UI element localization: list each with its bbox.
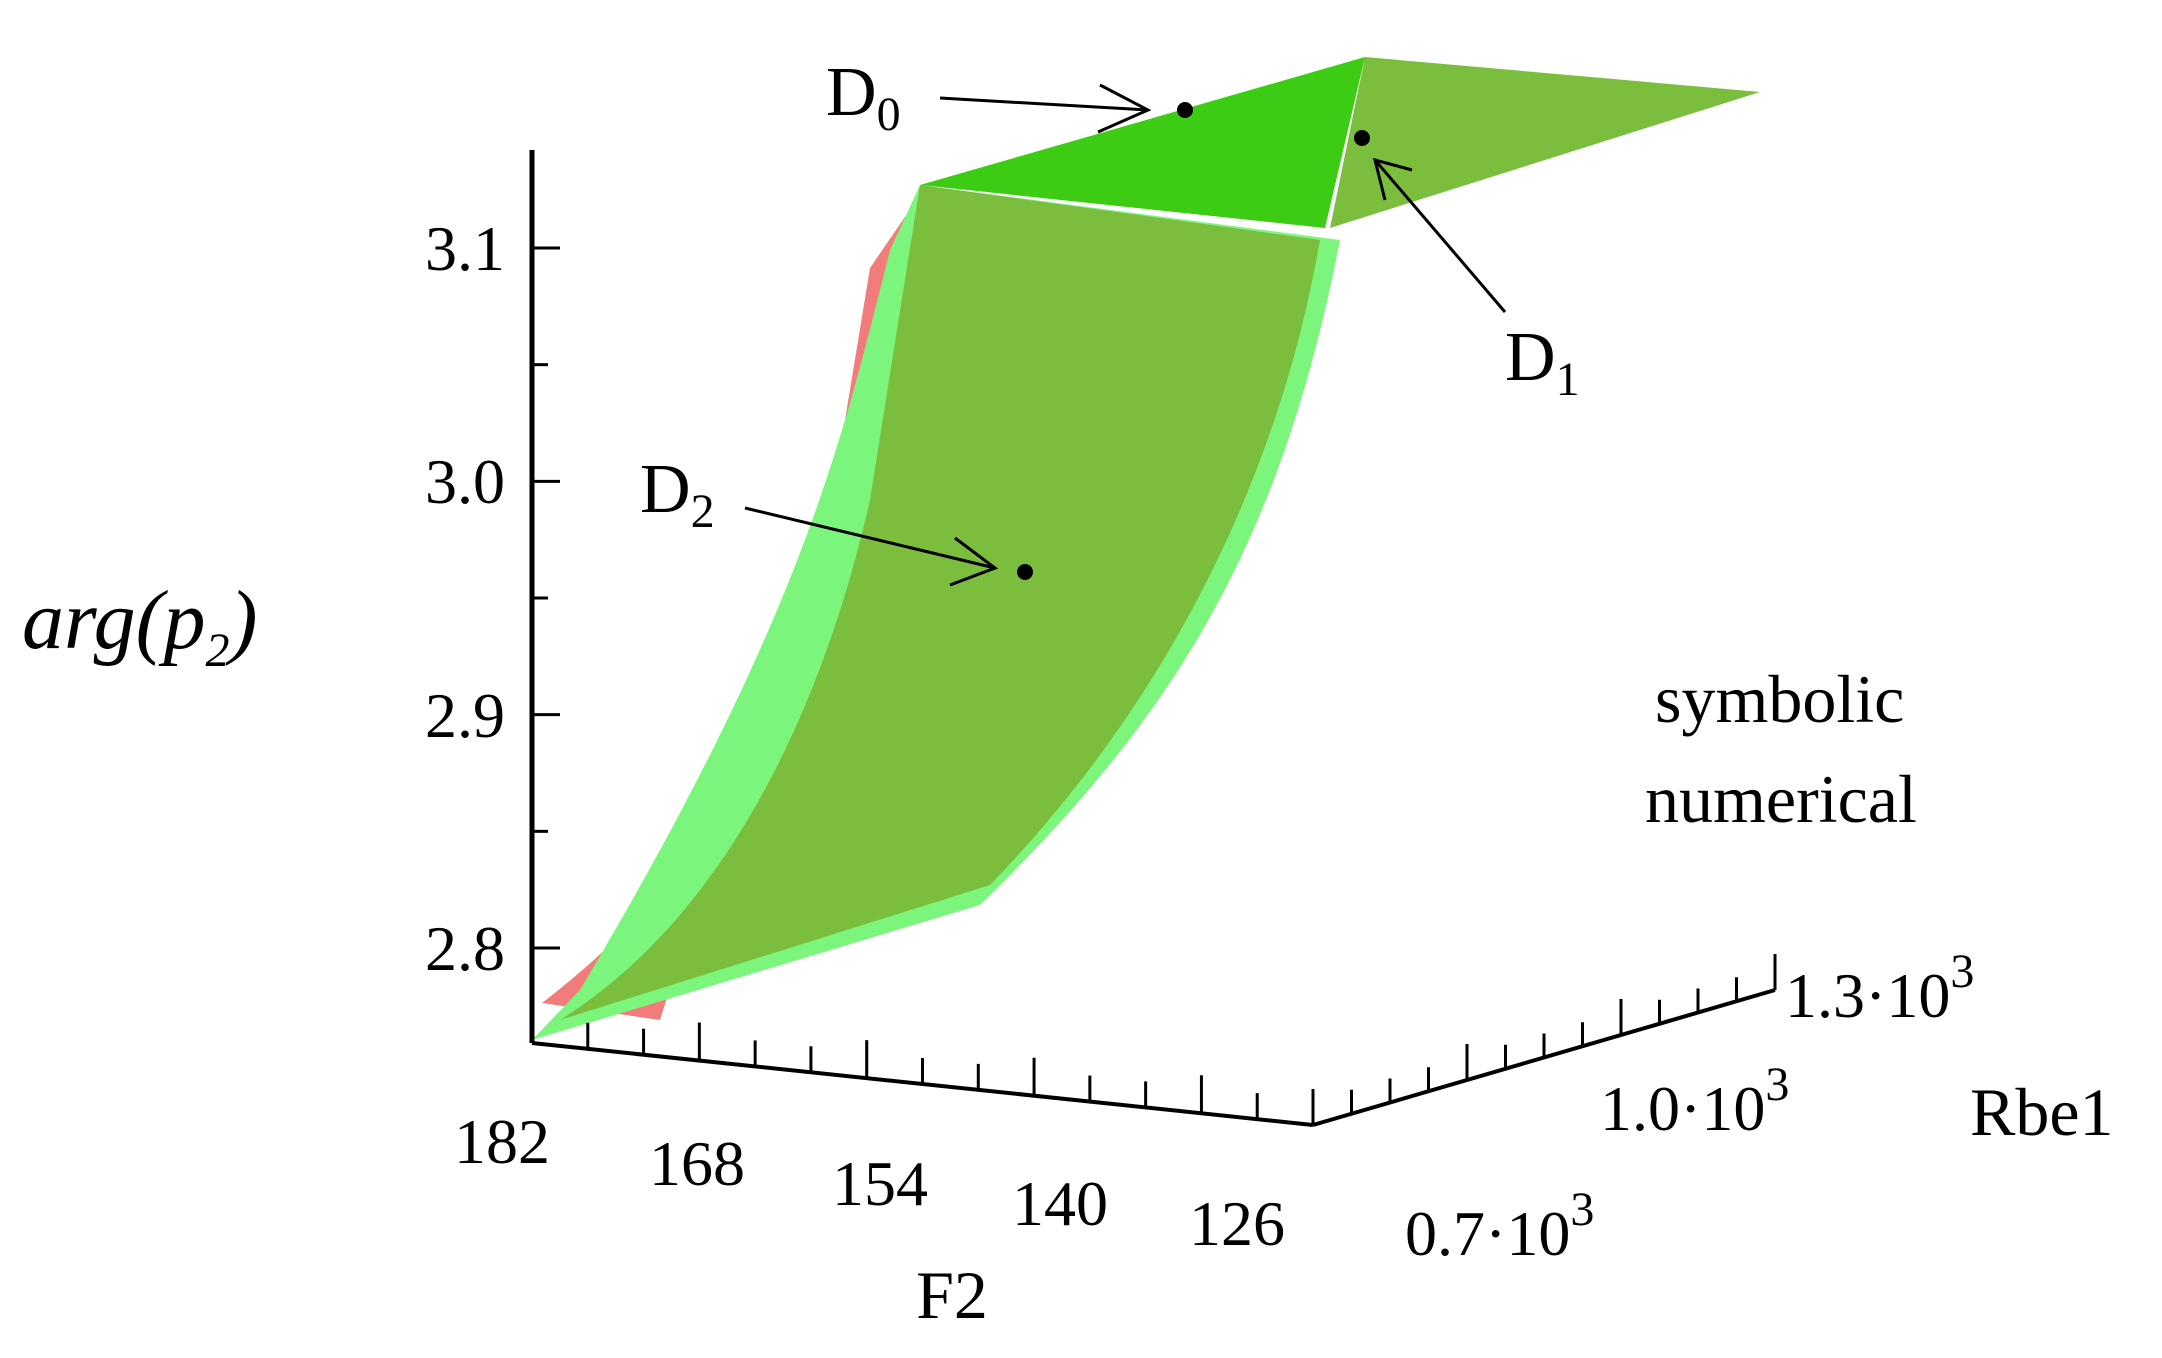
y-tick-base: 10 bbox=[1506, 1198, 1570, 1269]
x-tick-label: 154 bbox=[832, 1148, 928, 1219]
z-title-base: arg(p bbox=[22, 574, 206, 667]
y-tick-exp: 3 bbox=[1570, 1183, 1594, 1236]
x-axis-ticks bbox=[530, 1005, 1315, 1125]
arrowhead-d0 bbox=[1097, 83, 1152, 134]
z-tick-label: 3.1 bbox=[425, 213, 505, 284]
y-axis-ticks bbox=[1311, 954, 1777, 1125]
arrow-d0 bbox=[939, 96, 1149, 112]
label-d0-sub: 0 bbox=[877, 88, 901, 141]
top-right-surface-band bbox=[1330, 57, 1760, 228]
point-d2 bbox=[1017, 564, 1033, 580]
z-axis-tick-labels: 2.8 2.9 3.0 3.1 bbox=[425, 213, 505, 984]
axes bbox=[529, 150, 1777, 1127]
arrowhead-d1 bbox=[1372, 157, 1413, 201]
label-d1-sub: 1 bbox=[1556, 353, 1580, 406]
z-axis-ticks bbox=[532, 246, 560, 950]
legend-symbolic: symbolic bbox=[1655, 661, 1904, 737]
x-tick-label: 182 bbox=[454, 1106, 550, 1177]
arrow-d2 bbox=[744, 506, 996, 570]
y-tick-dot: · bbox=[1865, 960, 1886, 1031]
y-axis-title: Rbe1 bbox=[1970, 1074, 2114, 1150]
label-d1: D1 bbox=[1505, 319, 1580, 406]
label-d2-sub: 2 bbox=[691, 485, 715, 538]
label-d2-main: D bbox=[640, 451, 691, 528]
y-tick-base: 10 bbox=[1701, 1073, 1765, 1144]
y-tick-mantissa: 0.7 bbox=[1405, 1198, 1485, 1269]
z-tick-label: 3.0 bbox=[425, 446, 505, 517]
annotations: D0 D1 D2 bbox=[640, 54, 1580, 587]
y-tick-exp: 3 bbox=[1950, 945, 1974, 998]
z-tick-label: 2.9 bbox=[425, 680, 505, 751]
y-tick-label: 1.3·103 bbox=[1785, 945, 1974, 1031]
x-tick-label: 168 bbox=[649, 1128, 745, 1199]
y-tick-dot: · bbox=[1680, 1073, 1701, 1144]
y-tick-dot: · bbox=[1485, 1198, 1506, 1269]
x-axis-tick-labels: 182 168 154 140 126 bbox=[454, 1106, 1285, 1259]
z-title-close: ) bbox=[226, 574, 258, 667]
label-d0: D0 bbox=[826, 54, 901, 141]
y-axis-tick-labels: 0.7·103 1.0·103 1.3·103 bbox=[1405, 945, 1974, 1269]
top-surface-band bbox=[920, 57, 1365, 228]
arrowhead-d2 bbox=[949, 536, 999, 587]
overlap-surface bbox=[560, 185, 1320, 1020]
arrow-d1 bbox=[1373, 159, 1507, 313]
numerical-surface bbox=[542, 195, 920, 1020]
point-d1 bbox=[1354, 130, 1370, 146]
legend: symbolic numerical bbox=[1645, 661, 1917, 837]
z-tick-label: 2.8 bbox=[425, 913, 505, 984]
y-tick-exp: 3 bbox=[1765, 1058, 1789, 1111]
y-tick-label: 0.7·103 bbox=[1405, 1183, 1594, 1269]
point-d0 bbox=[1177, 102, 1193, 118]
surface-plot bbox=[532, 57, 1760, 1040]
x-tick-label: 126 bbox=[1189, 1188, 1285, 1259]
y-tick-mantissa: 1.0 bbox=[1600, 1073, 1680, 1144]
label-d0-main: D bbox=[826, 54, 877, 131]
x-tick-label: 140 bbox=[1012, 1168, 1108, 1239]
label-d2: D2 bbox=[640, 451, 715, 538]
legend-numerical: numerical bbox=[1645, 761, 1917, 837]
z-title-sub: 2 bbox=[206, 624, 230, 677]
x-axis-title: F2 bbox=[916, 1257, 988, 1333]
z-axis-title: arg(p2) bbox=[22, 574, 258, 677]
y-tick-mantissa: 1.3 bbox=[1785, 960, 1865, 1031]
y-tick-label: 1.0·103 bbox=[1600, 1058, 1789, 1144]
label-d1-main: D bbox=[1505, 319, 1556, 396]
y-tick-base: 10 bbox=[1886, 960, 1950, 1031]
